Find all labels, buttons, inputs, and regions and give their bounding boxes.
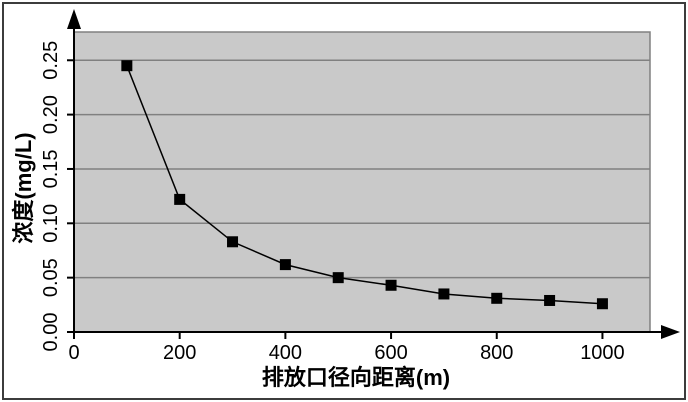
plot-layer: 0 200 400 600 800 1000 0.00 0.05 0.10 0.15 0.20 0.2… (40, 9, 680, 364)
data-point-marker (385, 279, 397, 291)
x-axis-arrow-icon (661, 325, 680, 339)
x-axis-title: 排放口径向距离(m) (262, 365, 450, 390)
y-tick-label: 0.10 (40, 204, 62, 243)
y-tick-label: 0.20 (40, 95, 62, 134)
data-point-marker (491, 292, 503, 304)
x-tick-label: 0 (68, 342, 79, 364)
y-axis-arrow-icon (67, 9, 81, 29)
y-axis-title: 浓度(mg/L) (11, 132, 36, 243)
data-point-marker (544, 294, 556, 306)
x-tick-label: 600 (374, 342, 407, 364)
y-tick-label: 0.05 (40, 258, 62, 297)
data-point-marker (121, 60, 133, 72)
data-point-marker (174, 193, 186, 205)
data-point-marker (332, 272, 344, 284)
x-tick-label: 800 (480, 342, 513, 364)
data-point-marker (279, 259, 291, 271)
data-point-marker (596, 298, 608, 310)
plot-area (73, 31, 651, 333)
y-tick-label: 0.15 (40, 149, 62, 188)
data-point-marker (227, 236, 239, 248)
x-tick-label: 1000 (580, 342, 625, 364)
series-line (126, 65, 603, 305)
data-point-marker (438, 288, 450, 300)
x-tick-label: 200 (163, 342, 196, 364)
x-tick-label: 400 (269, 342, 302, 364)
y-tick-label: 0.00 (40, 313, 62, 352)
y-tick-label: 0.25 (40, 41, 62, 80)
